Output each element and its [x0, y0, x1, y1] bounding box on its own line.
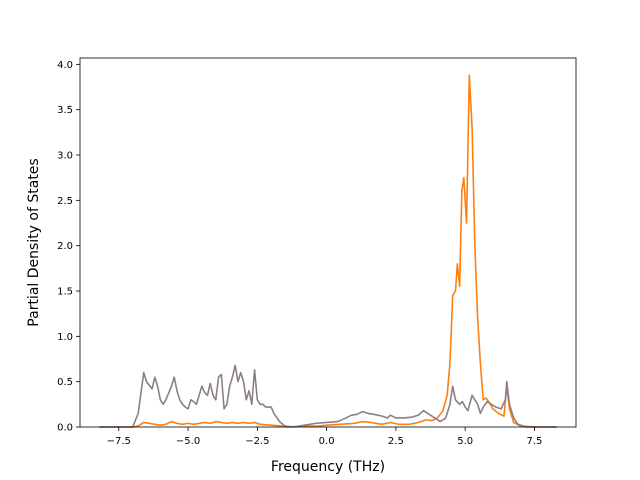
y-axis-title: Partial Density of States	[26, 158, 42, 326]
x-tick-label: −7.5	[107, 436, 131, 447]
y-axis: 0.0 0.5 1.0 1.5 2.0 2.5 3.0 3.5 4.0	[57, 60, 80, 434]
series-line-0	[99, 74, 557, 428]
plot-frame	[79, 57, 577, 428]
x-tick-label: 7.5	[526, 436, 542, 447]
y-tick-label: 1.5	[57, 287, 73, 298]
y-tick-label: 1.0	[57, 332, 73, 343]
x-tick-label: −5.0	[176, 436, 200, 447]
y-tick-label: 0.0	[57, 423, 73, 434]
y-tick-label: 2.5	[57, 196, 73, 207]
series-line-1	[99, 364, 557, 428]
y-tick-label: 2.0	[57, 241, 73, 252]
x-tick-label: 0.0	[319, 436, 335, 447]
x-axis-title: Frequency (THz)	[271, 459, 385, 475]
x-tick-label: −2.5	[245, 436, 269, 447]
y-tick-label: 4.0	[57, 60, 73, 71]
y-tick-label: 3.0	[57, 151, 73, 162]
x-axis: −7.5 −5.0 −2.5 0.0 2.5 5.0 7.5	[107, 427, 542, 447]
x-tick-label: 5.0	[457, 436, 473, 447]
x-tick-label: 2.5	[388, 436, 404, 447]
y-tick-label: 0.5	[57, 377, 73, 388]
y-tick-label: 3.5	[57, 105, 73, 116]
plot-area	[79, 57, 577, 428]
series-layer	[99, 74, 557, 428]
